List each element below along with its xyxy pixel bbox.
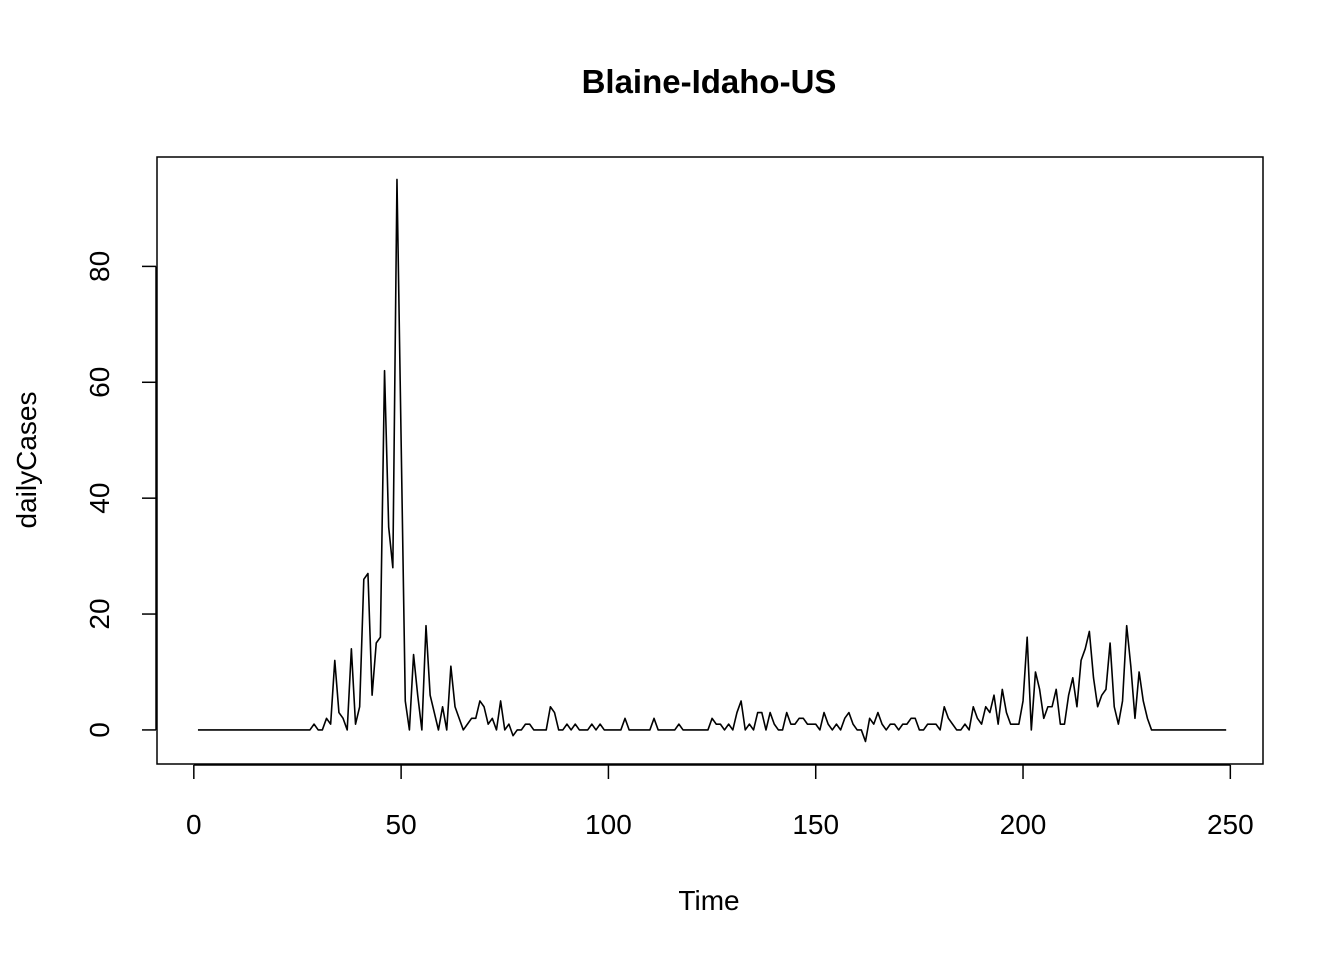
y-tick-label: 20 bbox=[84, 598, 115, 629]
x-axis-label: Time bbox=[678, 885, 739, 916]
x-tick-label: 150 bbox=[792, 809, 839, 840]
x-tick-label: 100 bbox=[585, 809, 632, 840]
x-tick-label: 200 bbox=[1000, 809, 1047, 840]
series-layer bbox=[197, 178, 1227, 743]
x-tick-label: 250 bbox=[1207, 809, 1254, 840]
y-tick-label: 40 bbox=[84, 483, 115, 514]
y-tick-label: 0 bbox=[84, 722, 115, 738]
y-axis-label: dailyCases bbox=[11, 392, 42, 529]
x-tick-label: 0 bbox=[186, 809, 202, 840]
x-axis: 0 50 100 150 200 250 bbox=[186, 764, 1254, 840]
series-line-1 bbox=[197, 178, 1227, 743]
plot-frame bbox=[156, 156, 1264, 765]
x-tick-label: 50 bbox=[386, 809, 417, 840]
y-tick-label: 60 bbox=[84, 367, 115, 398]
y-axis: 0 20 40 60 80 bbox=[84, 251, 157, 738]
chart-title: Blaine-Idaho-US bbox=[582, 63, 837, 100]
y-tick-label: 80 bbox=[84, 251, 115, 282]
